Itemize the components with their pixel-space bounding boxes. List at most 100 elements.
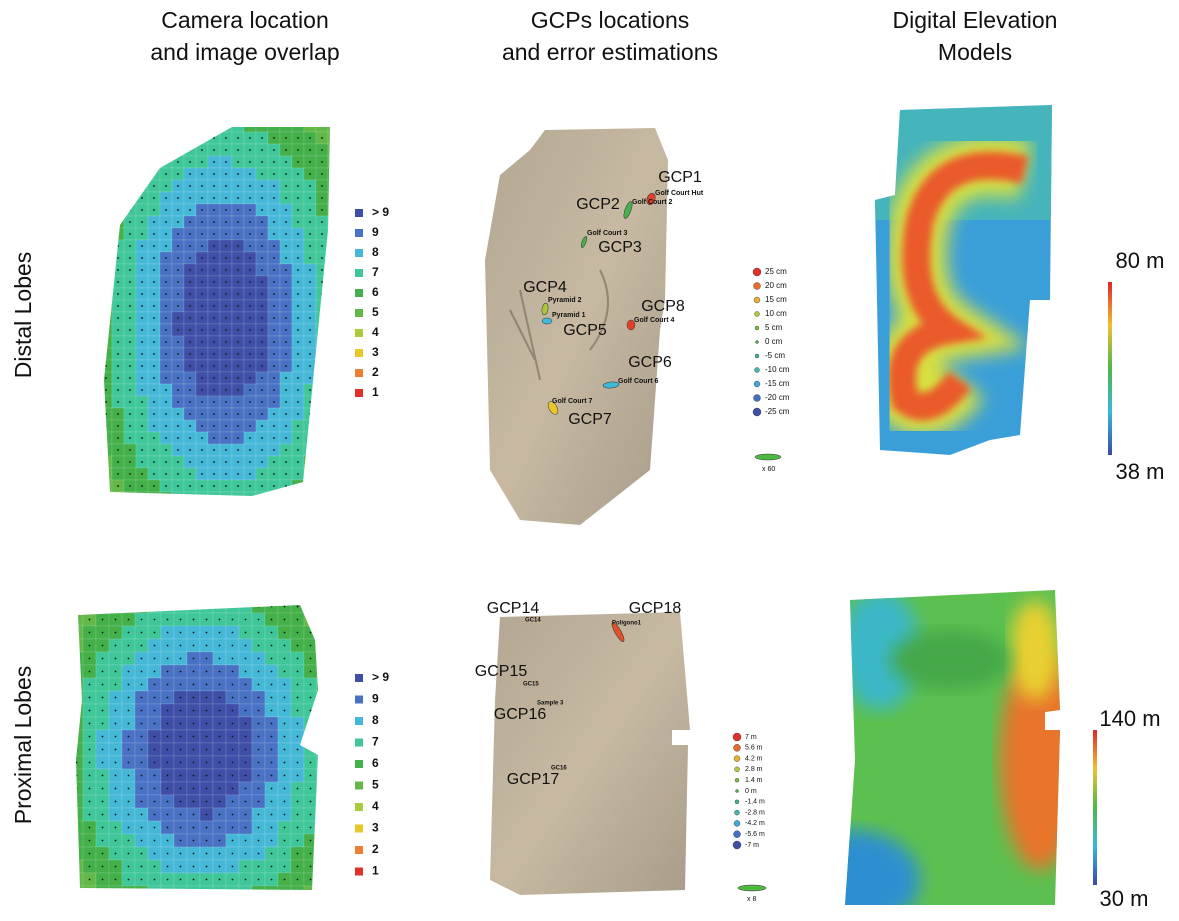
camera-point [105, 161, 107, 163]
camera-point [128, 632, 130, 634]
overlap-cell [316, 480, 328, 492]
error-symbol [735, 800, 739, 804]
overlap-cell [328, 432, 340, 444]
camera-point [219, 814, 221, 816]
camera-point [105, 473, 107, 475]
camera-point [141, 185, 143, 187]
legend-label: 9 [372, 225, 379, 239]
camera-point [180, 827, 182, 829]
camera-point [141, 317, 143, 319]
camera-point [180, 788, 182, 790]
camera-point [165, 497, 167, 499]
camera-point [310, 749, 312, 751]
camera-point [273, 197, 275, 199]
camera-point [189, 281, 191, 283]
camera-point [167, 775, 169, 777]
camera-point [180, 879, 182, 881]
camera-point [237, 197, 239, 199]
camera-point [117, 461, 119, 463]
camera-point [323, 606, 325, 608]
camera-point [285, 293, 287, 295]
camera-point [261, 293, 263, 295]
camera-point [297, 485, 299, 487]
camera-point [245, 814, 247, 816]
camera-point [249, 257, 251, 259]
camera-point [309, 293, 311, 295]
camera-point [271, 606, 273, 608]
camera-point [232, 710, 234, 712]
overlap-cell [280, 120, 292, 132]
camera-point [297, 788, 299, 790]
camera-point [153, 461, 155, 463]
camera-point [249, 461, 251, 463]
error-label: -1.4 m [745, 799, 765, 806]
overlap-cell [161, 886, 174, 899]
camera-point [167, 619, 169, 621]
camera-point [165, 257, 167, 259]
camera-point [261, 245, 263, 247]
camera-point [129, 317, 131, 319]
camera-point [180, 645, 182, 647]
camera-point [115, 788, 117, 790]
camera-point [180, 801, 182, 803]
camera-point [141, 437, 143, 439]
camera-point [219, 697, 221, 699]
camera-point [258, 736, 260, 738]
camera-point [76, 619, 78, 621]
point-name: GC15 [523, 682, 539, 688]
dem-scale-max: 140 m [1099, 706, 1160, 731]
camera-point [333, 305, 335, 307]
overlap-cell [100, 156, 112, 168]
camera-point [201, 173, 203, 175]
legend-swatch [355, 825, 363, 833]
camera-point [201, 473, 203, 475]
legend-label: 1 [372, 385, 379, 399]
camera-point [213, 497, 215, 499]
overlap-cell [226, 600, 239, 613]
overlap-cell [100, 432, 112, 444]
camera-point [273, 329, 275, 331]
camera-point [309, 317, 311, 319]
camera-point [309, 161, 311, 163]
camera-point [273, 125, 275, 127]
camera-point [201, 221, 203, 223]
camera-point [102, 879, 104, 881]
camera-point [165, 233, 167, 235]
camera-point [189, 353, 191, 355]
camera-point [115, 632, 117, 634]
camera-point [237, 149, 239, 151]
camera-point [165, 221, 167, 223]
overlap-cell [148, 492, 160, 504]
camera-point [258, 632, 260, 634]
camera-point [261, 137, 263, 139]
point-name: Sample 3 [537, 701, 564, 707]
camera-point [189, 197, 191, 199]
camera-point [245, 827, 247, 829]
camera-point [297, 173, 299, 175]
camera-point [213, 389, 215, 391]
camera-point [321, 449, 323, 451]
camera-point [76, 710, 78, 712]
camera-point [129, 449, 131, 451]
camera-point [117, 497, 119, 499]
camera-point [128, 827, 130, 829]
camera-point [261, 281, 263, 283]
camera-point [153, 221, 155, 223]
overlap-cell [328, 384, 340, 396]
camera-point [232, 619, 234, 621]
camera-point [177, 317, 179, 319]
camera-point [76, 684, 78, 686]
camera-point [201, 197, 203, 199]
camera-point [153, 497, 155, 499]
overlap-cell [109, 886, 122, 899]
camera-point [115, 840, 117, 842]
overlap-cell [124, 144, 136, 156]
camera-point [193, 801, 195, 803]
camera-point [128, 736, 130, 738]
camera-point [232, 840, 234, 842]
camera-point [213, 185, 215, 187]
camera-point [206, 879, 208, 881]
camera-point [258, 645, 260, 647]
camera-point [225, 149, 227, 151]
camera-point [232, 775, 234, 777]
